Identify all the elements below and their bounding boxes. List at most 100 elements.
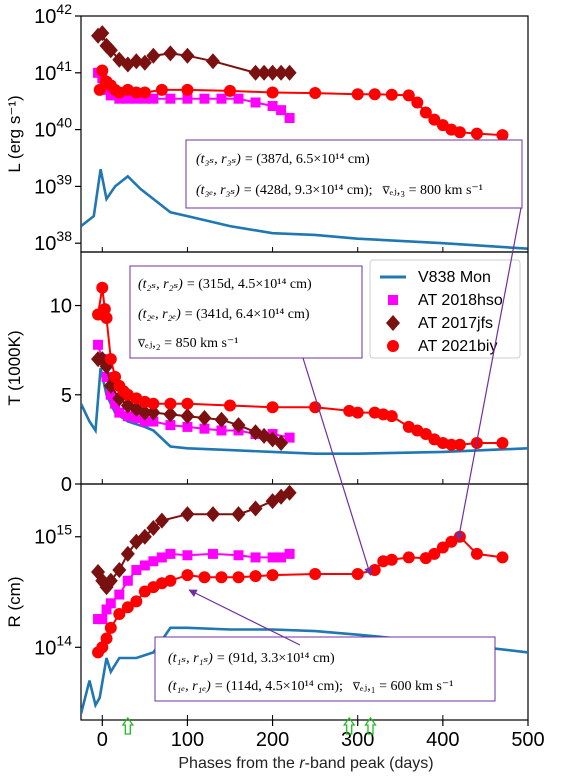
- point-r-at-2017jfs-3: [103, 572, 118, 589]
- point-r-at-2017jfs-13: [248, 500, 263, 517]
- y-tick-label-r-0: 1015: [34, 522, 72, 549]
- point-r-at-2018hso-7: [139, 560, 150, 571]
- point-l-at-2017jfs-12: [248, 64, 263, 81]
- point-l-at-2017jfs-3: [103, 42, 118, 59]
- x-tick-label-3: 300: [341, 729, 374, 751]
- point-l-at-2018hso-15: [267, 101, 278, 112]
- point-r-at-2021biy-6: [130, 595, 143, 608]
- point-l-at-2021biy-7: [130, 86, 143, 99]
- point-l-at-2017jfs-14: [265, 64, 280, 81]
- point-l-at-2021biy-20: [428, 113, 441, 126]
- ann-l-line1-lhs: (t₃ₛ, r₃ₛ): [196, 152, 241, 167]
- point-t-at-2018hso-11: [182, 421, 193, 432]
- point-l-at-2017jfs-10: [180, 47, 195, 64]
- point-t-at-2021biy-1: [96, 281, 109, 294]
- point-t-at-2018hso-6: [122, 411, 133, 422]
- point-t-at-2021biy-18: [351, 406, 364, 419]
- series-line-l-v838-mon: [81, 169, 528, 250]
- legend-swatch-at-2021biy: [387, 340, 399, 352]
- point-r-at-2017jfs-4: [112, 562, 127, 579]
- ann-r-line2-lhs: (t₁ₑ, r₁ₑ): [168, 679, 211, 694]
- time-marker-arrow-0: [121, 716, 135, 735]
- point-t-at-2021biy-14: [224, 399, 236, 412]
- point-l-at-2018hso-14: [250, 97, 261, 108]
- point-r-at-2018hso-12: [207, 548, 218, 559]
- ann-t-line2-lhs: (t₂ₑ, r₂ₑ): [138, 307, 181, 322]
- annotation-box-temperature: [129, 265, 363, 359]
- ann-r-line2-vel: v̅ₑⱼ,₁ = 600 km s⁻¹: [353, 679, 454, 694]
- point-l-at-2021biy-15: [368, 88, 381, 101]
- point-l-at-2021biy-0: [93, 83, 106, 96]
- point-l-at-2018hso-17: [284, 113, 295, 124]
- point-l-at-2017jfs-13: [257, 64, 272, 81]
- point-l-at-2021biy-19: [419, 106, 432, 119]
- arrow-r-to-r1: [188, 589, 301, 646]
- annotation-temperature: (t₂ₛ, r₂ₛ) = (315d, 4.5×10¹⁴ cm) (t₂ₑ, r₂…: [129, 265, 363, 359]
- point-t-at-2021biy-2: [98, 303, 111, 316]
- point-r-at-2018hso-9: [156, 552, 167, 563]
- point-r-at-2021biy-29: [496, 551, 509, 564]
- panel-frame-radius: [80, 483, 529, 721]
- point-r-at-2021biy-15: [249, 570, 262, 583]
- point-l-at-2018hso-4: [114, 93, 125, 104]
- point-t-at-2021biy-11: [147, 397, 160, 410]
- point-t-at-2018hso-7: [131, 412, 142, 423]
- point-t-at-2021biy-21: [385, 410, 398, 423]
- x-tick-label-4: 400: [426, 729, 459, 751]
- ann-l-line2-rhs: = (428d, 9.3×10¹⁴ cm);: [244, 183, 373, 198]
- point-t-at-2017jfs-13: [231, 417, 246, 434]
- svg-text:(t₁ₛ, r₁ₛ)= (91d, 3.3×10¹⁴ cm): (t₁ₛ, r₁ₛ) = (91d, 3.3×10¹⁴ cm): [168, 651, 335, 666]
- point-r-at-2021biy-3: [104, 621, 117, 634]
- point-r-at-2017jfs-16: [282, 484, 297, 501]
- point-l-at-2021biy-12: [266, 86, 279, 99]
- point-t-at-2017jfs-8: [146, 404, 161, 421]
- point-l-at-2018hso-8: [148, 93, 159, 104]
- point-l-at-2018hso-16: [276, 105, 287, 116]
- svg-text:(t₂ₑ, r₂ₑ)= (341d, 6.4×10¹⁴ cm: (t₂ₑ, r₂ₑ) = (341d, 6.4×10¹⁴ cm): [138, 307, 310, 322]
- point-l-at-2021biy-9: [155, 83, 168, 96]
- point-l-at-2021biy-18: [411, 96, 424, 109]
- point-t-at-2018hso-0: [93, 339, 104, 350]
- x-tick-label-1: 100: [171, 729, 204, 751]
- series-line-t-v838-mon: [81, 367, 528, 455]
- x-tick-label-0: 0: [97, 729, 108, 751]
- point-r-at-2021biy-12: [198, 571, 211, 584]
- svg-text:(t₁ₑ, r₁ₑ)= (114d, 4.5×10¹⁴ cm: (t₁ₑ, r₁ₑ) = (114d, 4.5×10¹⁴ cm); v̅ₑⱼ,₁ =…: [168, 679, 453, 694]
- svg-text:(t₃ₛ, r₃ₛ)= (387d, 6.5×10¹⁴ cm: (t₃ₛ, r₃ₛ) = (387d, 6.5×10¹⁴ cm): [196, 152, 370, 167]
- annotation-box-luminosity: [185, 139, 523, 209]
- annotation-box-radius: [154, 636, 496, 702]
- point-r-at-2021biy-2: [100, 632, 113, 645]
- y-tick-label-t-0: 0: [61, 474, 72, 496]
- point-l-at-2018hso-10: [182, 93, 193, 104]
- point-r-at-2018hso-15: [267, 552, 278, 563]
- point-l-at-2021biy-16: [385, 88, 398, 101]
- time-marker-arrow-2: [364, 716, 377, 735]
- point-t-at-2017jfs-9: [163, 406, 178, 423]
- luminosity-plot-area: [81, 25, 528, 250]
- point-l-at-2017jfs-1: [95, 25, 110, 42]
- point-l-at-2018hso-11: [199, 93, 210, 104]
- y-axis-label-radius: R (cm): [5, 577, 24, 628]
- series-line-r-v838-mon: [81, 626, 528, 715]
- radius-plot-area: [81, 484, 528, 715]
- point-t-at-2021biy-27: [445, 438, 458, 451]
- point-r-at-2017jfs-5: [120, 545, 135, 562]
- point-r-at-2018hso-13: [233, 550, 244, 561]
- ann-l-line2-vel: v̅ₑⱼ,₃ = 800 km s⁻¹: [382, 183, 483, 198]
- point-l-at-2018hso-12: [216, 93, 227, 104]
- point-r-at-2021biy-28: [470, 547, 483, 560]
- point-t-at-2021biy-15: [266, 401, 279, 414]
- point-l-at-2018hso-13: [233, 93, 244, 104]
- point-t-at-2017jfs-12: [214, 411, 229, 428]
- point-r-at-2017jfs-11: [205, 506, 220, 523]
- point-l-at-2017jfs-7: [137, 54, 152, 71]
- point-t-at-2021biy-12: [164, 397, 177, 410]
- point-t-at-2021biy-30: [496, 436, 509, 449]
- point-t-at-2021biy-16: [309, 401, 322, 414]
- y-tick-label-r-1: 1014: [34, 632, 72, 659]
- ann-r-line1-lhs: (t₁ₛ, r₁ₛ): [168, 651, 213, 666]
- point-l-at-2018hso-7: [139, 93, 150, 104]
- point-r-at-2017jfs-9: [154, 512, 169, 529]
- point-r-at-2021biy-17: [309, 568, 322, 581]
- point-t-at-2017jfs-11: [197, 409, 212, 426]
